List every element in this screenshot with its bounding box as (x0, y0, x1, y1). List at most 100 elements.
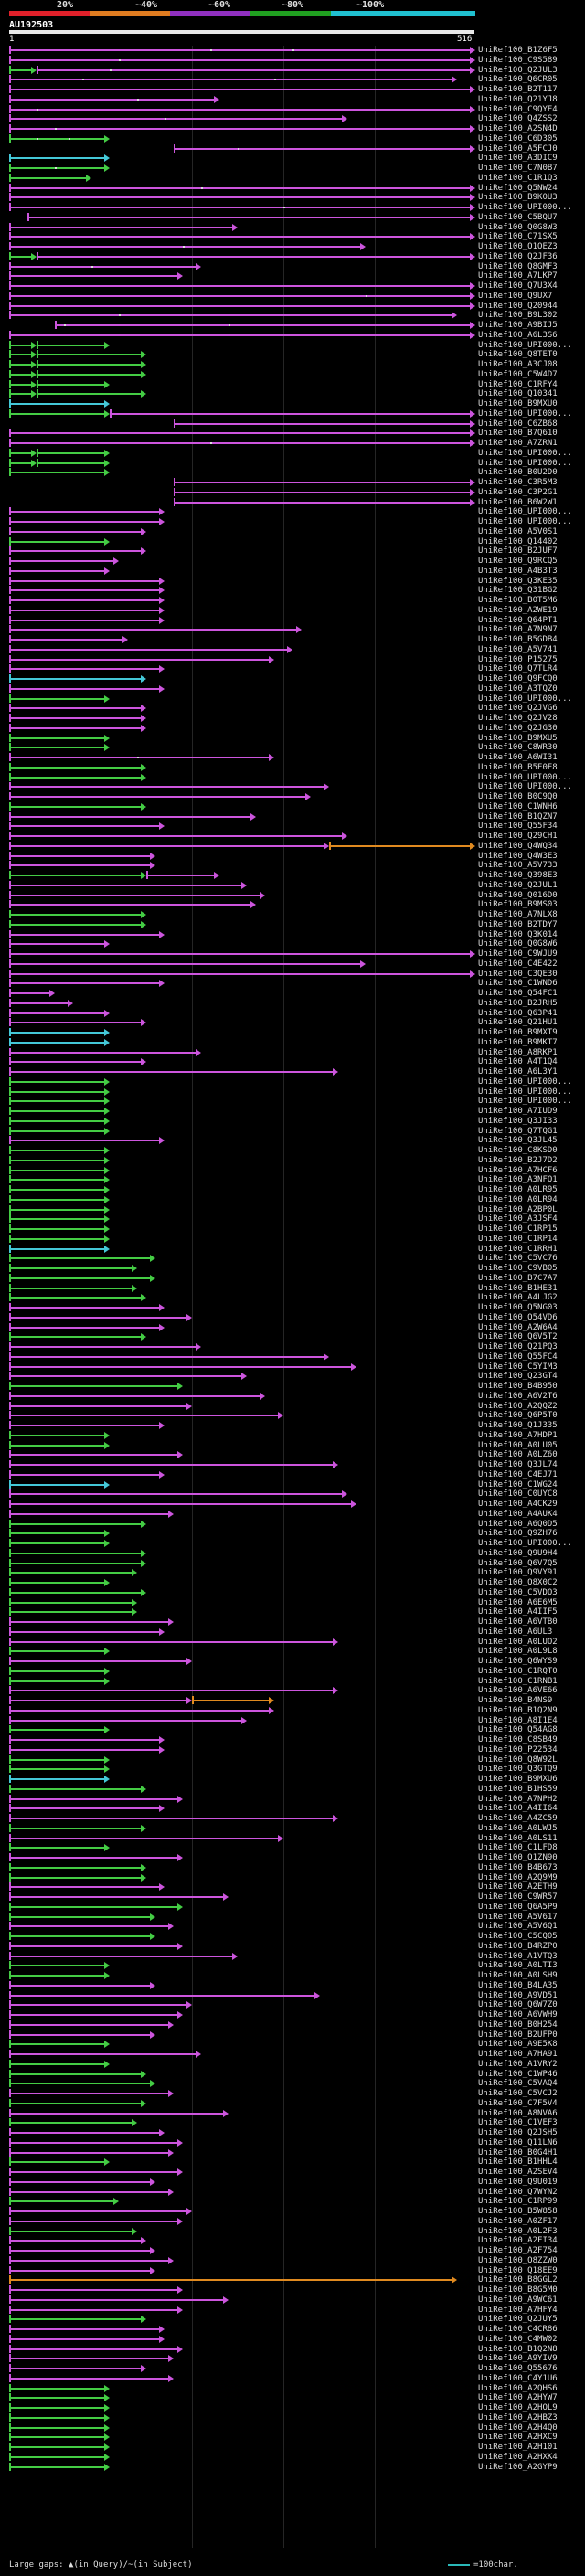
hit-row[interactable]: UniRef100_C3R5M3 (0, 478, 585, 488)
hit-label[interactable]: UniRef100_C1RRH1 (478, 1245, 558, 1254)
alignment-bar[interactable] (9, 1916, 150, 1918)
hit-label[interactable]: UniRef100_P22534 (478, 1745, 558, 1754)
alignment-bar[interactable] (9, 1032, 104, 1034)
hit-label[interactable]: UniRef100_A4LJG2 (478, 1293, 558, 1302)
alignment-bar[interactable] (9, 1199, 104, 1201)
hit-row[interactable]: UniRef100_A2GYP9 (0, 2463, 585, 2473)
hit-label[interactable]: UniRef100_A8RKP1 (478, 1048, 558, 1057)
hit-row[interactable]: UniRef100_C6ZB68 (0, 419, 585, 429)
alignment-bar[interactable] (9, 1120, 104, 1122)
hit-label[interactable]: UniRef100_UPI000... (478, 694, 572, 704)
alignment-bar[interactable] (9, 403, 104, 405)
hit-label[interactable]: UniRef100_A9E5K8 (478, 2040, 558, 2049)
hit-label[interactable]: UniRef100_C4E422 (478, 959, 558, 969)
hit-label[interactable]: UniRef100_B9MKT7 (478, 1038, 558, 1047)
hit-row[interactable]: UniRef100_Q016D0 (0, 891, 585, 901)
hit-row[interactable]: UniRef100_C9S589 (0, 56, 585, 66)
hit-row[interactable]: UniRef100_UPI000... (0, 1077, 585, 1087)
hit-label[interactable]: UniRef100_C1RP99 (478, 2197, 558, 2206)
hit-label[interactable]: UniRef100_Q6CR05 (478, 75, 558, 84)
alignment-bar[interactable] (9, 2181, 150, 2183)
hit-row[interactable]: UniRef100_A0L9L8 (0, 1647, 585, 1657)
hit-label[interactable]: UniRef100_C9WR57 (478, 1892, 558, 1902)
hit-label[interactable]: UniRef100_B9L302 (478, 311, 558, 320)
hit-label[interactable]: UniRef100_Q2JUL1 (478, 881, 558, 890)
hit-row[interactable]: UniRef100_C1RQT0 (0, 1667, 585, 1677)
hit-row[interactable]: UniRef100_C1WNH6 (0, 802, 585, 812)
hit-label[interactable]: UniRef100_A6V2T6 (478, 1392, 558, 1401)
hit-label[interactable]: UniRef100_Q1J335 (478, 1421, 558, 1430)
hit-label[interactable]: UniRef100_A2HXC9 (478, 2433, 558, 2442)
hit-row[interactable]: UniRef100_C1VEF3 (0, 2118, 585, 2128)
hit-row[interactable]: UniRef100_A2HXK4 (0, 2453, 585, 2463)
alignment-bar[interactable] (110, 413, 470, 415)
alignment-bar[interactable] (9, 1327, 159, 1329)
hit-label[interactable]: UniRef100_A6UL3 (478, 1627, 553, 1637)
hit-label[interactable]: UniRef100_UPI000... (478, 1097, 572, 1106)
hit-row[interactable]: UniRef100_Q6P5T0 (0, 1411, 585, 1421)
alignment-bar[interactable] (9, 1975, 104, 1977)
hit-row[interactable]: UniRef100_C8KSD0 (0, 1146, 585, 1156)
hit-label[interactable]: UniRef100_Q8GMF3 (478, 262, 558, 271)
hit-label[interactable]: UniRef100_A2SN4D (478, 124, 558, 133)
hit-row[interactable]: UniRef100_Q8W92L (0, 1755, 585, 1765)
hit-label[interactable]: UniRef100_UPI000... (478, 341, 572, 350)
alignment-bar[interactable] (9, 1405, 186, 1407)
alignment-bar[interactable] (9, 187, 470, 189)
alignment-bar[interactable] (9, 914, 141, 916)
hit-row[interactable]: UniRef100_C4EJ71 (0, 1470, 585, 1480)
alignment-bar[interactable] (9, 196, 470, 198)
hit-row[interactable]: UniRef100_A6VTB0 (0, 1617, 585, 1627)
hit-row[interactable]: UniRef100_UPI000... (0, 782, 585, 792)
alignment-bar[interactable] (9, 266, 196, 268)
hit-row[interactable]: UniRef100_C4E422 (0, 959, 585, 970)
hit-row[interactable]: UniRef100_Q4W3E3 (0, 852, 585, 862)
alignment-bar[interactable] (9, 541, 104, 543)
alignment-bar[interactable] (9, 531, 141, 533)
hit-row[interactable]: UniRef100_A5V617 (0, 1913, 585, 1923)
alignment-bar[interactable] (9, 2083, 150, 2084)
hit-label[interactable]: UniRef100_UPI000... (478, 1539, 572, 1548)
alignment-bar[interactable] (9, 786, 324, 788)
hit-row[interactable]: UniRef100_B2T117 (0, 85, 585, 95)
hit-label[interactable]: UniRef100_Q9U019 (478, 2178, 558, 2187)
alignment-bar[interactable] (55, 324, 470, 326)
alignment-bar[interactable] (9, 1720, 241, 1722)
hit-row[interactable]: UniRef100_Q31BG2 (0, 586, 585, 596)
hit-label[interactable]: UniRef100_A6VTB0 (478, 1617, 558, 1627)
hit-row[interactable]: UniRef100_B8GGL2 (0, 2275, 585, 2285)
alignment-bar[interactable] (9, 1778, 104, 1780)
hit-label[interactable]: UniRef100_A0LWJ5 (478, 1824, 558, 1833)
hit-label[interactable]: UniRef100_A1VRY2 (478, 2060, 558, 2069)
hit-row[interactable]: UniRef100_A2WE19 (0, 606, 585, 616)
hit-label[interactable]: UniRef100_B9MXU5 (478, 734, 558, 743)
hit-label[interactable]: UniRef100_A7HFY4 (478, 2306, 558, 2315)
hit-label[interactable]: UniRef100_A2QHS6 (478, 2384, 558, 2393)
hit-row[interactable]: UniRef100_Q63P41 (0, 1009, 585, 1019)
alignment-bar[interactable] (9, 374, 31, 376)
hit-label[interactable]: UniRef100_Q54VD6 (478, 1313, 558, 1322)
hit-row[interactable]: UniRef100_A2BP0L (0, 1205, 585, 1215)
hit-label[interactable]: UniRef100_C9VB05 (478, 1264, 558, 1273)
alignment-bar[interactable] (9, 442, 470, 444)
alignment-bar[interactable] (9, 285, 470, 287)
hit-label[interactable]: UniRef100_C7F5V4 (478, 2099, 558, 2108)
hit-row[interactable]: UniRef100_Q3K014 (0, 930, 585, 940)
hit-label[interactable]: UniRef100_Q21PQ3 (478, 1342, 558, 1352)
hit-label[interactable]: UniRef100_C3QE30 (478, 970, 558, 979)
alignment-bar[interactable] (9, 275, 177, 277)
alignment-bar[interactable] (9, 1493, 342, 1495)
hit-label[interactable]: UniRef100_Q3JL45 (478, 1136, 558, 1145)
alignment-bar[interactable] (9, 1140, 159, 1141)
hit-label[interactable]: UniRef100_Q2JUY5 (478, 2315, 558, 2324)
alignment-bar[interactable] (9, 1425, 159, 1426)
alignment-bar[interactable] (9, 589, 159, 591)
alignment-bar[interactable] (9, 678, 141, 680)
hit-label[interactable]: UniRef100_B9MS03 (478, 900, 558, 909)
hit-label[interactable]: UniRef100_B7Q610 (478, 429, 558, 438)
hit-label[interactable]: UniRef100_Q3JI33 (478, 1117, 558, 1126)
hit-row[interactable]: UniRef100_B6W2W1 (0, 498, 585, 508)
alignment-bar[interactable] (9, 1660, 186, 1662)
hit-label[interactable]: UniRef100_B1HHL4 (478, 2157, 558, 2167)
alignment-bar[interactable] (9, 1130, 104, 1132)
